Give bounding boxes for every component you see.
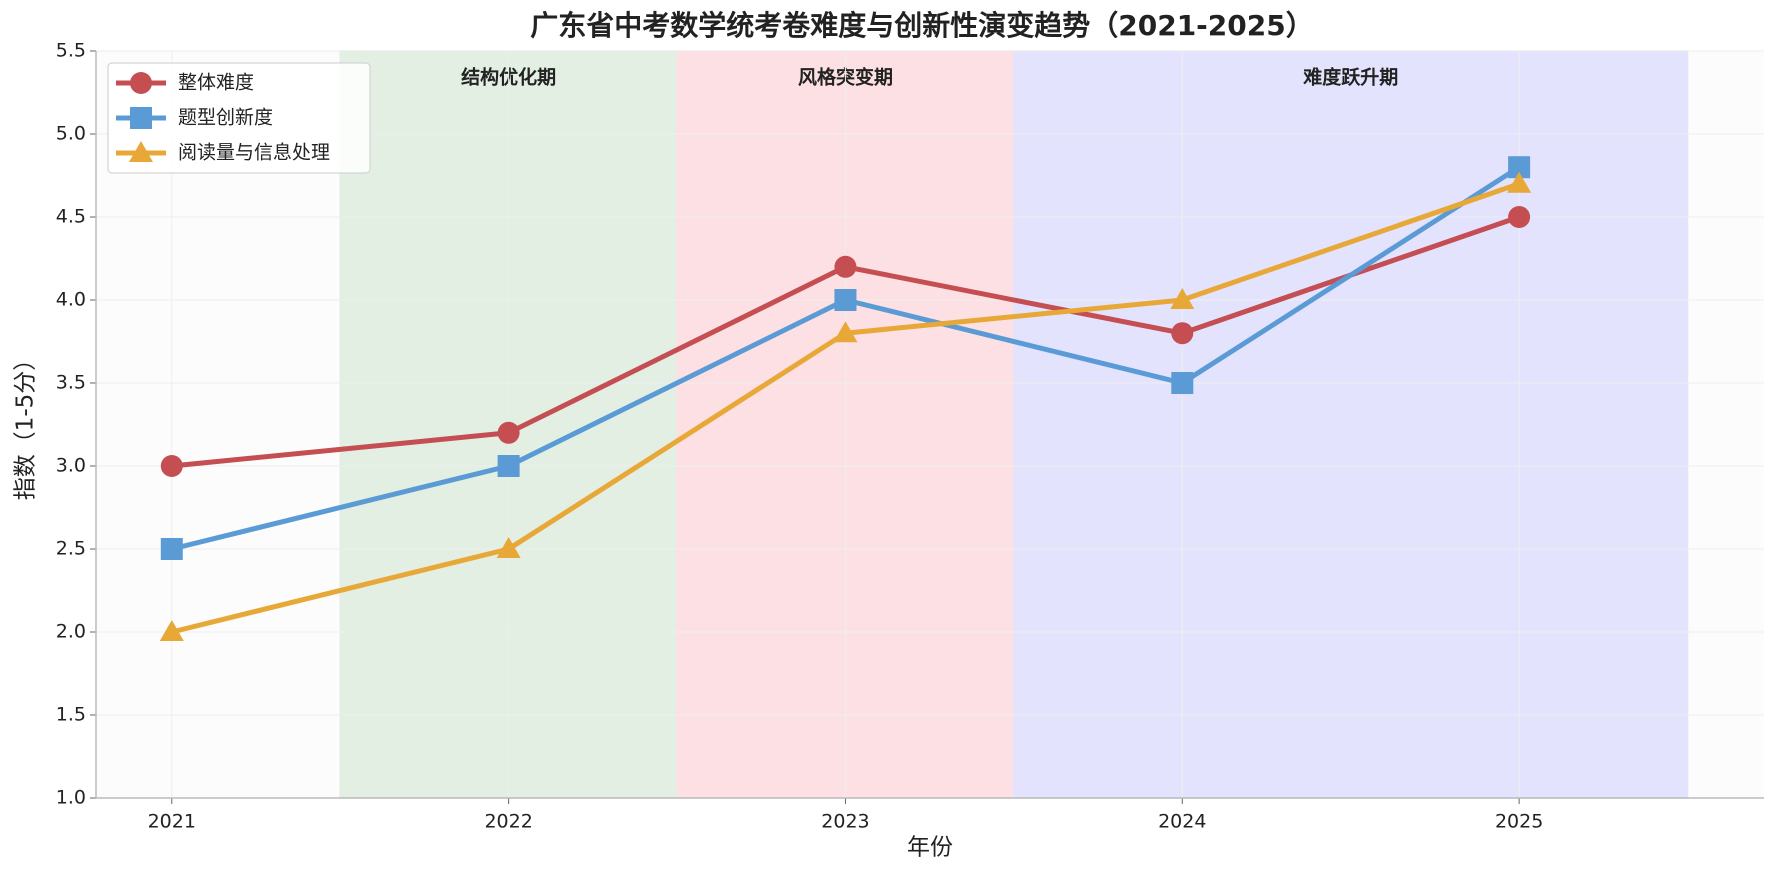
y-tick-label: 3.0 <box>56 455 86 477</box>
marker <box>160 455 183 477</box>
y-tick-label: 1.0 <box>56 787 86 809</box>
legend-marker <box>130 107 152 129</box>
marker <box>834 289 857 311</box>
marker <box>1507 171 1532 193</box>
marker <box>159 620 184 641</box>
legend-marker <box>129 141 153 162</box>
period-label: 难度跃升期 <box>1302 66 1398 89</box>
marker <box>1508 156 1531 179</box>
y-tick-label: 3.5 <box>56 372 86 394</box>
legend-label: 阅读量与信息处理 <box>178 142 330 164</box>
legend-box <box>107 62 371 174</box>
marker <box>833 321 858 343</box>
marker <box>1171 322 1194 345</box>
x-tick-label: 2023 <box>821 811 869 833</box>
y-tick-label: 2.0 <box>56 621 86 643</box>
marker <box>1171 372 1194 394</box>
marker <box>497 455 520 477</box>
y-tick-label: 5.5 <box>56 40 86 62</box>
legend-marker <box>130 72 152 94</box>
period-span <box>1013 50 1689 799</box>
x-tick-label: 2021 <box>148 811 196 833</box>
y-tick-label: 4.0 <box>56 289 86 311</box>
y-tick-label: 5.0 <box>56 123 86 145</box>
marker <box>496 537 521 558</box>
y-tick-label: 2.5 <box>56 538 86 560</box>
x-tick-label: 2025 <box>1495 811 1543 833</box>
x-tick-label: 2024 <box>1158 811 1206 833</box>
y-tick-label: 4.5 <box>56 206 86 228</box>
chart-title: 广东省中考数学统考卷难度与创新性演变趋势（2021-2025） <box>530 9 1313 42</box>
marker <box>1170 288 1195 309</box>
legend-label: 题型创新度 <box>178 107 273 129</box>
marker <box>834 255 857 278</box>
marker <box>160 538 183 560</box>
y-tick-label: 1.5 <box>56 704 86 726</box>
marker <box>1508 206 1531 228</box>
y-axis-label: 指数（1-5分） <box>13 348 39 501</box>
x-tick-label: 2022 <box>484 811 532 833</box>
x-axis-label: 年份 <box>907 835 953 861</box>
legend-label: 整体难度 <box>178 72 254 94</box>
marker <box>497 421 520 444</box>
